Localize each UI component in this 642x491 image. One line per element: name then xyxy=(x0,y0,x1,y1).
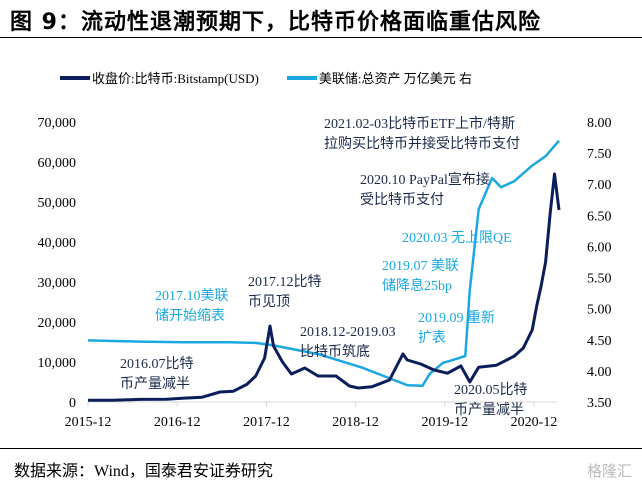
annotation-text: 2020.05比特 xyxy=(454,382,528,398)
annotation-text: 币产量减半 xyxy=(454,402,524,418)
y-right-tick-label: 5.00 xyxy=(587,303,612,318)
annotation-text: 2020.03 无上限QE xyxy=(402,230,512,246)
legend-item-fed: 美联储:总资产 万亿美元 右 xyxy=(286,68,472,87)
y-right-tick-label: 5.50 xyxy=(587,272,612,287)
x-axis: 2015-12 2016-12 2017-12 2018-12 2019-12 2020-… xyxy=(65,401,558,430)
source-divider xyxy=(0,448,642,449)
annotation-text: 2020.10 PayPal宣布接 xyxy=(360,171,490,188)
legend-item-btc: 收盘价:比特币:Bitstamp(USD) xyxy=(60,68,259,87)
series-line-btc xyxy=(88,172,561,402)
annotation-text: 2018.12-2019.03 xyxy=(300,325,396,340)
y-right-tick-label: 6.50 xyxy=(587,209,612,224)
y-left-tick-label: 50,000 xyxy=(38,196,77,211)
annotation-text: 2019.09 重新 xyxy=(418,310,495,326)
y-right-tick-label: 3.50 xyxy=(587,396,612,411)
page-title: 图 9：流动性退潮预期下，比特币价格面临重估风险 xyxy=(10,10,541,35)
annotation-text: 2019.07 美联 xyxy=(382,258,459,274)
x-tick-label: 2019-12 xyxy=(421,415,468,430)
y-right-tick-label: 4.50 xyxy=(587,334,612,349)
x-tick-label: 2020-12 xyxy=(511,415,558,430)
series-line-fed xyxy=(87,139,560,388)
annotation-text: 扩表 xyxy=(418,330,446,346)
annotation-text: 2016.07比特 xyxy=(120,356,194,372)
y-right-tick-label: 4.00 xyxy=(587,365,612,380)
annotation-text: 2017.10美联 xyxy=(155,288,229,304)
annotation-text: 币见顶 xyxy=(248,294,290,310)
annotation-text: 比特币筑底 xyxy=(300,344,370,360)
annotation-text: 币产量减半 xyxy=(120,376,190,392)
y-left-tick-label: 10,000 xyxy=(38,356,77,371)
y-right-tick-label: 6.00 xyxy=(587,240,612,255)
annotation-text: 2021.02-03比特币ETF上市/特斯 xyxy=(324,115,515,132)
chart-legend: 收盘价:比特币:Bitstamp(USD) 美联储:总资产 万亿美元 右 xyxy=(60,68,472,87)
y-right-tick-label: 8.00 xyxy=(587,116,612,131)
y-left-tick-label: 60,000 xyxy=(38,156,77,171)
x-tick-label: 2017-12 xyxy=(243,415,290,430)
x-tick-label: 2016-12 xyxy=(154,415,201,430)
right-axis: 3.50 4.00 4.50 5.00 5.50 6.00 6.50 7.00 7.50 8.00 xyxy=(587,116,612,411)
annotation-text: 2017.12比特 xyxy=(248,274,322,290)
y-right-tick-label: 7.00 xyxy=(587,178,612,193)
legend-swatch-fed xyxy=(286,75,317,80)
annotation-text: 储开始缩表 xyxy=(155,308,225,324)
y-right-tick-label: 7.50 xyxy=(587,147,612,162)
legend-swatch-btc xyxy=(60,75,90,80)
y-left-tick-label: 20,000 xyxy=(38,316,77,331)
legend-label-fed: 美联储:总资产 万亿美元 右 xyxy=(318,71,472,86)
y-left-tick-label: 30,000 xyxy=(38,276,77,291)
annotation-text: 拉购买比特币并接受比特币支付 xyxy=(324,135,520,152)
y-left-tick-label: 40,000 xyxy=(38,236,77,251)
annotations: 2016.07比特币产量减半2017.10美联储开始缩表2017.12比特币见顶… xyxy=(120,115,528,418)
x-tick-label: 2015-12 xyxy=(65,415,112,430)
source-note: 数据来源：Wind，国泰君安证券研究 xyxy=(14,463,273,480)
left-axis: 0 10,000 20,000 30,000 40,000 50,000 60,000 70,… xyxy=(38,116,77,411)
annotation-text: 受比特币支付 xyxy=(360,192,444,208)
annotation-text: 储降息25bp xyxy=(382,277,452,294)
legend-label-btc: 收盘价:比特币:Bitstamp(USD) xyxy=(92,71,259,86)
chart-plot: 0 10,000 20,000 30,000 40,000 50,000 60,000 70,… xyxy=(38,115,612,430)
y-left-tick-label: 70,000 xyxy=(38,116,77,131)
x-tick-label: 2018-12 xyxy=(332,415,379,430)
watermark-logo: 格隆汇 xyxy=(586,462,632,480)
y-left-tick-label: 0 xyxy=(69,396,76,411)
title-divider xyxy=(0,37,642,38)
